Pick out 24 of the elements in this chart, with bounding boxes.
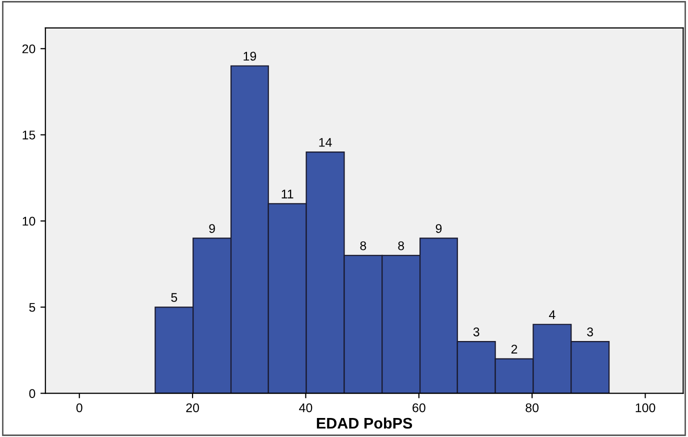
x-tick-label: 0 xyxy=(76,403,82,412)
data-label: 3 xyxy=(473,328,480,336)
data-label: 8 xyxy=(360,241,366,250)
data-label: 11 xyxy=(282,190,294,198)
data-label: 8 xyxy=(398,241,404,250)
data-label: 9 xyxy=(436,224,442,233)
x-tick-label: 60 xyxy=(412,403,426,412)
x-axis-title: EDAD PobPS xyxy=(316,417,412,429)
data-label: 14 xyxy=(319,138,332,147)
y-tick-label: 5 xyxy=(29,303,36,312)
y-tick-label: 0 xyxy=(29,389,36,398)
x-tick-label: 40 xyxy=(299,403,312,412)
data-label: 4 xyxy=(548,310,556,319)
x-tick-label: 20 xyxy=(186,403,200,412)
x-tick-label: 80 xyxy=(526,403,539,412)
y-tick-label: 20 xyxy=(22,44,36,54)
data-label: 9 xyxy=(209,224,215,233)
x-tick-label: 100 xyxy=(636,403,656,412)
y-tick-label: 10 xyxy=(22,216,36,226)
data-label: 2 xyxy=(511,344,518,354)
data-label: 3 xyxy=(587,328,594,336)
data-label: 5 xyxy=(171,293,178,302)
data-label: 19 xyxy=(244,52,256,61)
y-tick-label: 15 xyxy=(22,130,36,140)
